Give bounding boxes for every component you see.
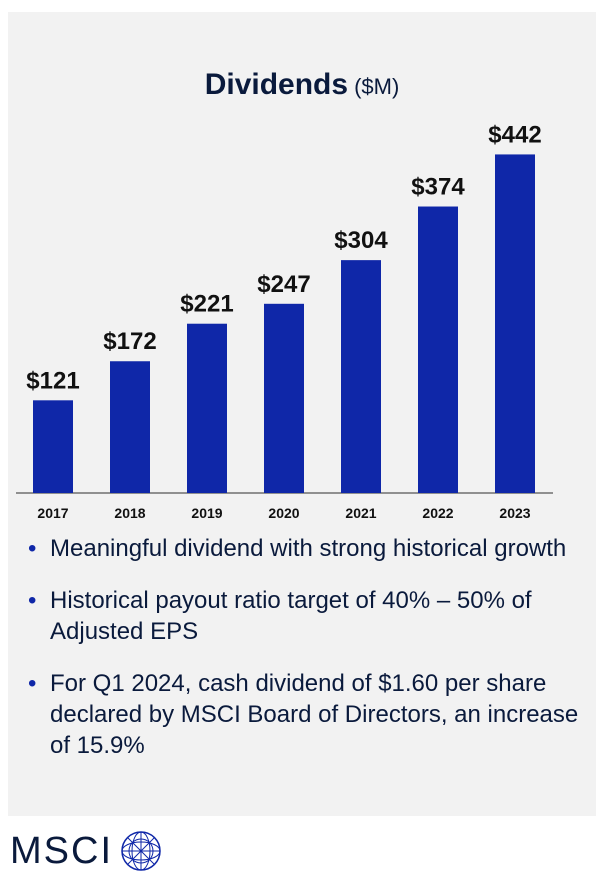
bullet-text: Meaningful dividend with strong historic… (50, 535, 567, 562)
value-label-2019: $221 (180, 291, 233, 318)
bullet-dot: • (28, 587, 37, 614)
chart-title-unit: ($M) (354, 74, 400, 99)
bar-2021 (341, 260, 381, 493)
x-tick-label-2020: 2020 (268, 505, 299, 521)
x-tick-label-2017: 2017 (37, 505, 68, 521)
bar-2020 (264, 303, 304, 493)
bar-2017 (33, 400, 73, 493)
value-label-2021: $304 (334, 227, 388, 254)
bullet-text: For Q1 2024, cash dividend of $1.60 per … (50, 670, 579, 759)
value-label-2020: $247 (257, 271, 310, 298)
value-label-2022: $374 (411, 174, 465, 201)
value-label-2017: $121 (26, 367, 79, 394)
bar-2023 (495, 154, 535, 494)
chart-title: Dividends ($M) (8, 68, 596, 102)
bullet-item: • Historical payout ratio target of 40% –… (28, 585, 588, 647)
x-tick-label-2022: 2022 (422, 505, 453, 521)
x-tick-label-2021: 2021 (345, 505, 376, 521)
chart-title-text: Dividends (204, 68, 349, 101)
bullet-text: Historical payout ratio target of 40% – … (50, 587, 532, 645)
value-label-2018: $172 (103, 328, 156, 355)
bullet-list: • Meaningful dividend with strong histori… (28, 533, 588, 782)
bullet-item: • For Q1 2024, cash dividend of $1.60 per… (28, 668, 588, 761)
bar-2022 (418, 206, 458, 494)
bullet-dot: • (28, 535, 37, 562)
x-tick-label-2023: 2023 (499, 505, 530, 521)
globe-icon (121, 831, 161, 871)
value-label-2023: $442 (488, 121, 541, 148)
logo-text: MSCI (10, 829, 113, 872)
x-tick-label-2019: 2019 (191, 505, 222, 521)
dividends-bar-chart: $121 2017 $172 2018 $221 2019 $247 2020 $304 2021… (16, 121, 553, 521)
bar-2019 (187, 323, 227, 493)
x-tick-label-2018: 2018 (114, 505, 145, 521)
bar-2018 (110, 361, 150, 493)
bullet-dot: • (28, 670, 37, 697)
bullet-item: • Meaningful dividend with strong histori… (28, 533, 588, 564)
msci-logo: MSCI (10, 828, 163, 874)
